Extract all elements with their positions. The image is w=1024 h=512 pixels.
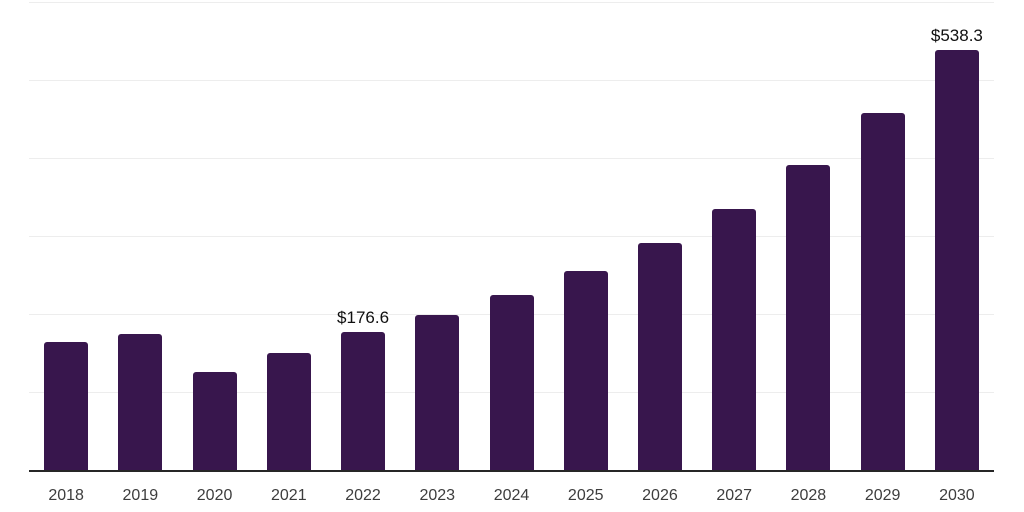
x-tick-label-2021: 2021 [271,487,307,504]
x-tick-label-2030: 2030 [939,487,975,504]
bar-2024 [489,294,534,470]
bar-2018 [44,342,89,470]
x-tick-label-2019: 2019 [122,487,159,504]
x-tick-label-2026: 2026 [642,487,678,504]
x-tick-label-2029: 2029 [864,487,901,504]
bar-2021 [266,352,311,470]
bar-2023 [415,314,460,470]
data-label-2022: $176.6 [337,308,390,328]
bar-2020 [192,372,237,470]
gridline [29,80,994,81]
x-tick-label-2022: 2022 [345,487,381,504]
x-tick-label-2028: 2028 [790,487,827,504]
data-label-2030: $538.3 [930,26,983,46]
x-tick-label-2023: 2023 [419,487,456,504]
x-tick-label-2024: 2024 [493,487,530,504]
x-tick-label-2027: 2027 [716,487,752,504]
x-tick-label-2018: 2018 [48,487,84,504]
bar-2030 [934,50,979,470]
bar-2025 [563,270,608,470]
bar-2022 [341,332,386,470]
bar-2027 [712,209,757,470]
gridline [29,2,994,3]
x-tick-label-2025: 2025 [567,487,604,504]
gridline [29,158,994,159]
x-tick-label-2020: 2020 [196,487,233,504]
bar-2026 [637,243,682,470]
gridline [29,236,994,237]
bar-2029 [860,112,905,470]
bar-2019 [118,334,163,470]
bar-2028 [786,164,831,470]
x-axis-line [29,470,994,472]
